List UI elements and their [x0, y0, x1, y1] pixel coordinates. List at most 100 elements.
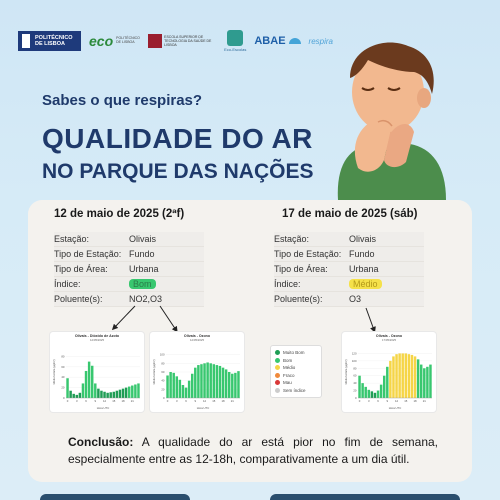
subtitle: Sabes o que respiras? [42, 92, 203, 109]
bar [392, 356, 395, 398]
y-tick-label: 100 [160, 353, 165, 357]
x-tick-label: 6 [377, 399, 379, 403]
info-value: Fundo [349, 249, 375, 259]
bar [137, 383, 140, 398]
info-row-pollutants: Poluente(s): O3 [274, 292, 424, 307]
legend-item: Bom [275, 357, 317, 365]
x-tick-label: 0 [359, 399, 361, 403]
x-tick-label: 6 [85, 399, 87, 403]
bar [215, 365, 219, 398]
conclusion-text: Conclusão: A qualidade do ar está pior n… [68, 434, 438, 468]
info-row-area-type: Tipo de Área: Urbana [54, 262, 204, 277]
bar [203, 363, 206, 398]
bar [121, 388, 125, 398]
bar [78, 392, 82, 398]
bar [404, 353, 408, 398]
ipl-logo: POLITÉCNICO DE LISBOA [18, 31, 81, 51]
info-row-station: Estação: Olivais [274, 232, 424, 247]
x-tick-label: 12 [103, 399, 107, 403]
x-tick-label: 12 [395, 399, 399, 403]
bar [72, 393, 75, 398]
bar [218, 365, 222, 398]
bar [206, 362, 209, 398]
bar [416, 359, 420, 398]
x-axis-label: Hora UTC [197, 406, 210, 410]
y-tick-label: 60 [61, 365, 65, 369]
y-tick-label: 40 [61, 375, 65, 379]
legend-dot [275, 365, 280, 371]
chart-subtitle: 12/05/2025 [90, 338, 104, 342]
y-tick-label: 40 [353, 381, 357, 385]
y-tick-label: 40 [161, 379, 165, 383]
bar [94, 383, 97, 398]
chart-o3-saturday: Olivais - Ozono 17/05/2025 0 20 40 60 80 100 120… [342, 332, 436, 412]
x-tick-label: 9 [387, 399, 389, 403]
x-tick-label: 0 [67, 399, 69, 403]
bar [84, 370, 88, 398]
y-tick-label: 100 [352, 359, 357, 363]
bar [90, 365, 94, 398]
conclusion-body: A qualidade do ar está pior no fim de se… [68, 435, 438, 466]
y-tick-label: 80 [61, 354, 65, 358]
bar [209, 363, 212, 398]
info-value: Urbana [129, 264, 159, 274]
y-tick-label: 20 [161, 387, 165, 391]
conclusion-lead: Conclusão: [68, 435, 134, 449]
bar [358, 375, 361, 398]
x-axis-label: Hora UTC [389, 406, 402, 410]
bar [231, 373, 234, 398]
y-tick-label: 60 [353, 374, 357, 378]
info-key: Tipo de Estação: [54, 249, 122, 259]
chart-title: Olivais - Ozono [184, 334, 211, 338]
bar [190, 373, 194, 398]
info-value: O3 [349, 294, 362, 304]
bottom-bar-left [40, 494, 190, 500]
index-badge-medio: Médio [349, 279, 382, 289]
bar [212, 364, 216, 398]
ecoescolas-logo: Eco-Escolas [224, 30, 246, 52]
bar [178, 379, 182, 398]
info-key: Índice: [54, 279, 81, 289]
info-value: NO2,O3 [129, 294, 163, 304]
bar [103, 391, 106, 398]
partner-logos: POLITÉCNICO DE LISBOA eco POLITÉCNICO DE… [18, 26, 358, 56]
bar [81, 383, 85, 398]
y-tick-label: 80 [353, 366, 357, 370]
bar [131, 385, 134, 398]
respira-logo: respira [308, 36, 333, 46]
chart-o3-weekday: Olivais - Ozono 12/05/2025 0 20 40 60 80 100 Méd… [150, 332, 244, 412]
bar [367, 389, 371, 398]
bar [75, 394, 79, 398]
bar [376, 390, 380, 398]
bar [115, 390, 119, 398]
legend-item: Fraco [275, 372, 317, 380]
bar [410, 354, 414, 398]
bar [184, 387, 188, 398]
bar [166, 375, 169, 398]
y-axis-label: Média horária (µg/m³) [344, 359, 348, 384]
bar [423, 368, 426, 398]
info-key: Poluente(s): [274, 294, 323, 304]
y-tick-label: 20 [353, 389, 357, 393]
bar [224, 369, 228, 398]
bar [200, 364, 203, 398]
x-tick-label: 21 [423, 399, 427, 403]
boy-breathing-illustration [337, 42, 446, 200]
x-tick-label: 18 [121, 399, 125, 403]
bar [373, 392, 377, 398]
bar [361, 383, 364, 398]
legend-dot [275, 387, 280, 393]
y-axis-label: Média horária (µg/m³) [152, 359, 156, 384]
bar [112, 391, 116, 398]
x-tick-label: 12 [203, 399, 207, 403]
chart-o3-sat-svg: Olivais - Ozono17/05/2025020406080100120… [344, 334, 432, 410]
y-tick-label: 120 [352, 351, 357, 355]
x-tick-label: 3 [368, 399, 370, 403]
legend-item: Médio [275, 364, 317, 372]
info-value: Olivais [129, 234, 157, 244]
x-axis-label: Hora UTC [97, 406, 110, 410]
bar [69, 390, 72, 398]
chart-title: Olivais - Ozono [376, 334, 403, 338]
info-key: Poluente(s): [54, 294, 103, 304]
